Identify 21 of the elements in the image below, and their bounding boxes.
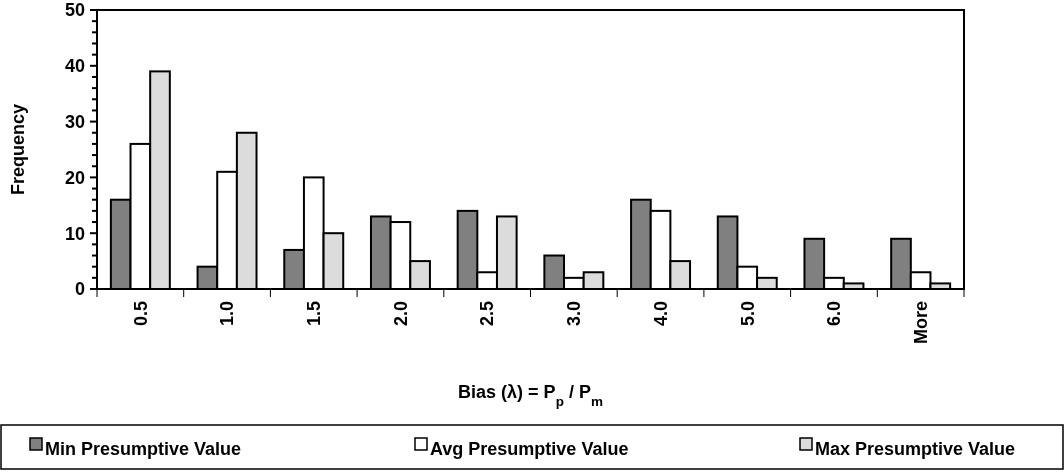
y-tick-label: 40 bbox=[64, 56, 85, 77]
x-tick-label: More bbox=[910, 301, 931, 345]
legend-label: Max Presumptive Value bbox=[815, 439, 1016, 459]
x-axis-title: Bias (λ) = P$_{p}$ / P$_{m}$ bbox=[458, 382, 603, 409]
y-tick-label: 30 bbox=[64, 111, 85, 132]
x-tick-label: 5.0 bbox=[737, 301, 758, 327]
legend-label: Avg Presumptive Value bbox=[430, 439, 629, 459]
x-tick-label: 1.5 bbox=[304, 301, 325, 327]
y-axis-title: Frequency bbox=[8, 103, 28, 196]
x-tick-label: 3.0 bbox=[564, 301, 585, 327]
x-tick-label: 2.5 bbox=[477, 301, 498, 327]
y-tick-label: 10 bbox=[64, 223, 85, 244]
legend-label: Min Presumptive Value bbox=[45, 439, 242, 459]
x-tick-label: 0.5 bbox=[130, 301, 151, 327]
x-tick-label: 6.0 bbox=[824, 301, 845, 327]
y-tick-label: 20 bbox=[64, 167, 85, 188]
x-tick-label: 2.0 bbox=[390, 301, 411, 327]
x-tick-label: 1.0 bbox=[217, 301, 238, 327]
y-tick-label: 50 bbox=[64, 0, 85, 21]
x-tick-label: 4.0 bbox=[650, 301, 671, 327]
y-tick-label: 0 bbox=[74, 279, 85, 300]
